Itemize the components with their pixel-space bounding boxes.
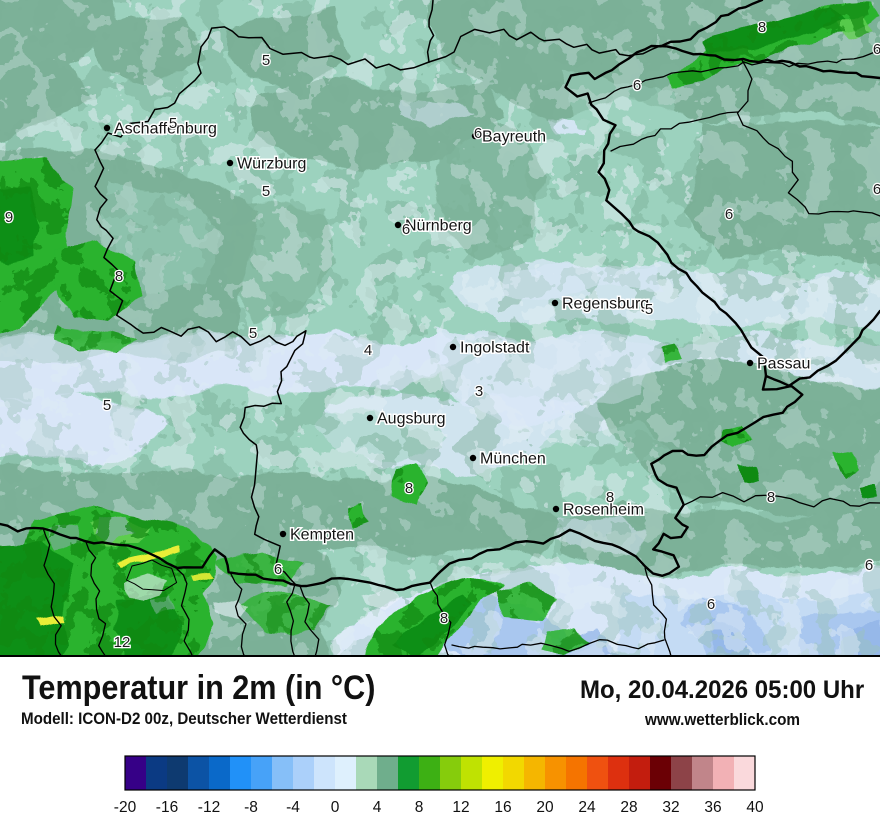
svg-text:3: 3 xyxy=(475,383,483,400)
svg-text:12: 12 xyxy=(452,799,469,816)
svg-text:Rosenheim: Rosenheim xyxy=(563,502,644,519)
svg-text:40: 40 xyxy=(746,799,764,816)
svg-text:Aschaffenburg: Aschaffenburg xyxy=(114,121,217,138)
svg-text:-12: -12 xyxy=(198,799,220,816)
svg-text:5: 5 xyxy=(249,325,257,342)
svg-text:Ingolstadt: Ingolstadt xyxy=(460,340,530,357)
svg-text:8: 8 xyxy=(440,610,448,627)
svg-text:20: 20 xyxy=(536,799,554,816)
svg-text:6: 6 xyxy=(725,206,733,223)
svg-text:6: 6 xyxy=(474,125,482,142)
svg-text:5: 5 xyxy=(103,397,111,414)
svg-text:0: 0 xyxy=(331,799,340,816)
svg-text:-8: -8 xyxy=(244,799,258,816)
svg-text:6: 6 xyxy=(707,596,715,613)
svg-text:5: 5 xyxy=(262,52,270,69)
svg-text:9: 9 xyxy=(5,209,13,226)
svg-text:24: 24 xyxy=(578,799,596,816)
svg-text:5: 5 xyxy=(645,301,653,318)
svg-text:6: 6 xyxy=(873,41,880,58)
svg-text:36: 36 xyxy=(704,799,721,816)
svg-text:16: 16 xyxy=(494,799,511,816)
svg-text:Augsburg: Augsburg xyxy=(377,411,446,428)
svg-text:Nürnberg: Nürnberg xyxy=(405,218,472,235)
svg-text:8: 8 xyxy=(405,480,413,497)
svg-text:Kempten: Kempten xyxy=(290,527,354,544)
svg-text:6: 6 xyxy=(865,557,873,574)
svg-text:6: 6 xyxy=(274,561,282,578)
svg-text:8: 8 xyxy=(415,799,424,816)
svg-text:8: 8 xyxy=(115,268,123,285)
svg-text:8: 8 xyxy=(606,489,614,506)
svg-text:6: 6 xyxy=(633,77,641,94)
svg-text:Regensburg: Regensburg xyxy=(562,296,649,313)
svg-text:6: 6 xyxy=(402,221,410,238)
svg-text:8: 8 xyxy=(767,489,775,506)
svg-text:-20: -20 xyxy=(114,799,137,816)
svg-text:28: 28 xyxy=(620,799,637,816)
svg-text:4: 4 xyxy=(373,799,382,816)
svg-text:32: 32 xyxy=(662,799,679,816)
svg-text:5: 5 xyxy=(169,115,177,132)
svg-text:12: 12 xyxy=(114,634,131,651)
svg-text:4: 4 xyxy=(364,342,372,359)
svg-text:8: 8 xyxy=(758,19,766,36)
svg-text:5: 5 xyxy=(262,183,270,200)
svg-text:Würzburg: Würzburg xyxy=(237,156,306,173)
svg-text:Bayreuth: Bayreuth xyxy=(482,129,546,146)
svg-text:6: 6 xyxy=(873,181,880,198)
svg-text:-4: -4 xyxy=(286,799,300,816)
svg-text:Passau: Passau xyxy=(757,356,810,373)
svg-text:-16: -16 xyxy=(156,799,178,816)
svg-text:München: München xyxy=(480,451,546,468)
